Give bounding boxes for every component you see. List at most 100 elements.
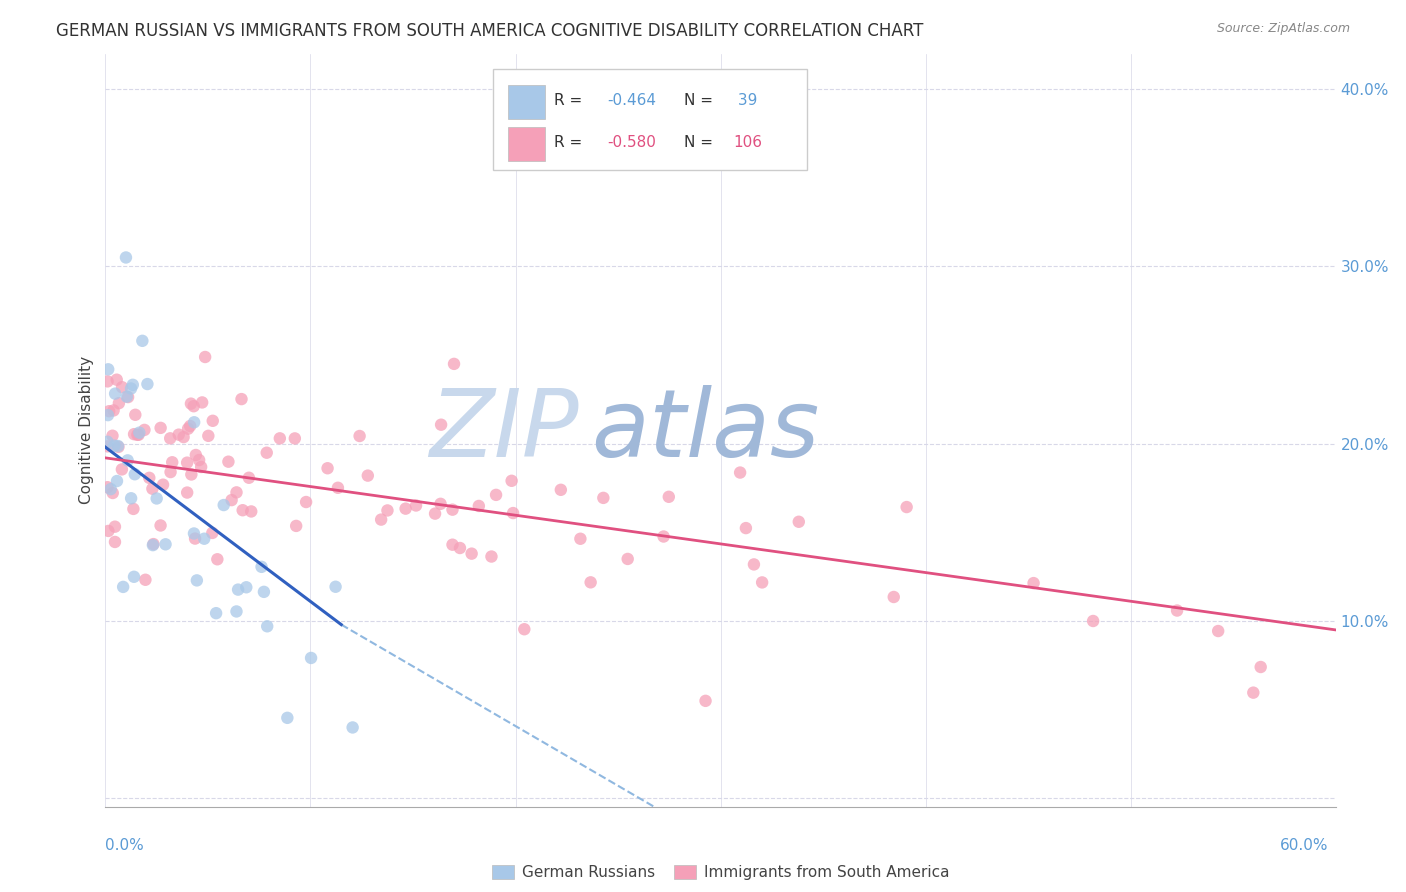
Point [122, 502, 145, 516]
Point [108, 396, 131, 410]
Point [238, 471, 260, 485]
Text: R =: R = [554, 135, 588, 150]
Point [1166, 603, 1188, 617]
Bar [508, 85, 544, 120]
Point [122, 570, 145, 584]
Point [285, 519, 308, 533]
Point [502, 506, 524, 520]
Point [256, 619, 278, 633]
Text: ZIP: ZIP [429, 384, 579, 476]
Point [104, 535, 127, 549]
Point [276, 711, 298, 725]
Point [160, 455, 183, 469]
Point [269, 431, 291, 445]
Point [120, 491, 142, 506]
Point [193, 532, 215, 546]
Point [357, 468, 380, 483]
Point [405, 499, 427, 513]
Point [217, 455, 239, 469]
Point [159, 431, 181, 445]
Point [128, 427, 150, 442]
Point [184, 448, 207, 462]
Point [787, 515, 810, 529]
Point [205, 606, 228, 620]
Point [136, 377, 159, 392]
Point [1206, 624, 1229, 638]
Point [159, 465, 181, 479]
Point [468, 499, 491, 513]
Point [501, 474, 523, 488]
Text: GERMAN RUSSIAN VS IMMIGRANTS FROM SOUTH AMERICA COGNITIVE DISABILITY CORRELATION: GERMAN RUSSIAN VS IMMIGRANTS FROM SOUTH … [56, 22, 924, 40]
Point [325, 580, 347, 594]
Point [107, 440, 129, 454]
Text: 106: 106 [733, 135, 762, 150]
Point [695, 694, 717, 708]
Point [173, 430, 195, 444]
Point [316, 461, 339, 475]
FancyBboxPatch shape [494, 69, 807, 170]
Point [201, 525, 224, 540]
Point [370, 513, 392, 527]
Point [138, 471, 160, 485]
Point [377, 503, 399, 517]
Point [751, 575, 773, 590]
Point [441, 502, 464, 516]
Point [883, 590, 905, 604]
Point [485, 488, 508, 502]
Point [579, 575, 602, 590]
Point [253, 585, 276, 599]
Point [449, 541, 471, 555]
Point [183, 526, 205, 541]
Point [190, 460, 212, 475]
Point [342, 721, 364, 735]
Point [394, 501, 416, 516]
Point [658, 490, 681, 504]
Point [250, 559, 273, 574]
Point [1081, 614, 1104, 628]
Point [231, 392, 253, 406]
Point [299, 651, 322, 665]
Point [194, 350, 217, 364]
Point [155, 537, 177, 551]
Point [176, 456, 198, 470]
Point [183, 399, 205, 413]
Point [207, 552, 229, 566]
Point [122, 427, 145, 442]
Point [179, 419, 201, 434]
Point [120, 382, 142, 396]
Point [111, 380, 134, 394]
Point [180, 397, 202, 411]
Point [735, 521, 758, 535]
Text: atlas: atlas [592, 384, 820, 476]
Point [96, 434, 118, 449]
Point [128, 425, 150, 440]
Point [111, 462, 134, 476]
Point [221, 493, 243, 508]
Point [225, 604, 247, 618]
Point [183, 415, 205, 429]
Point [592, 491, 614, 505]
Point [149, 421, 172, 435]
Point [197, 429, 219, 443]
Point [152, 477, 174, 491]
Point [121, 377, 143, 392]
Point [429, 497, 451, 511]
Point [98, 404, 121, 418]
Point [212, 498, 235, 512]
Point [226, 582, 249, 597]
Point [124, 408, 146, 422]
Point [201, 414, 224, 428]
Point [616, 552, 638, 566]
Point [896, 500, 918, 514]
Point [134, 573, 156, 587]
Point [149, 518, 172, 533]
Point [652, 529, 675, 543]
Text: N =: N = [683, 135, 717, 150]
Legend: German Russians, Immigrants from South America: German Russians, Immigrants from South A… [485, 859, 956, 887]
Text: N =: N = [683, 93, 717, 108]
Point [225, 485, 247, 500]
Point [104, 519, 127, 533]
Text: 0.0%: 0.0% [105, 838, 145, 853]
Point [104, 386, 127, 401]
Point [97, 375, 120, 389]
